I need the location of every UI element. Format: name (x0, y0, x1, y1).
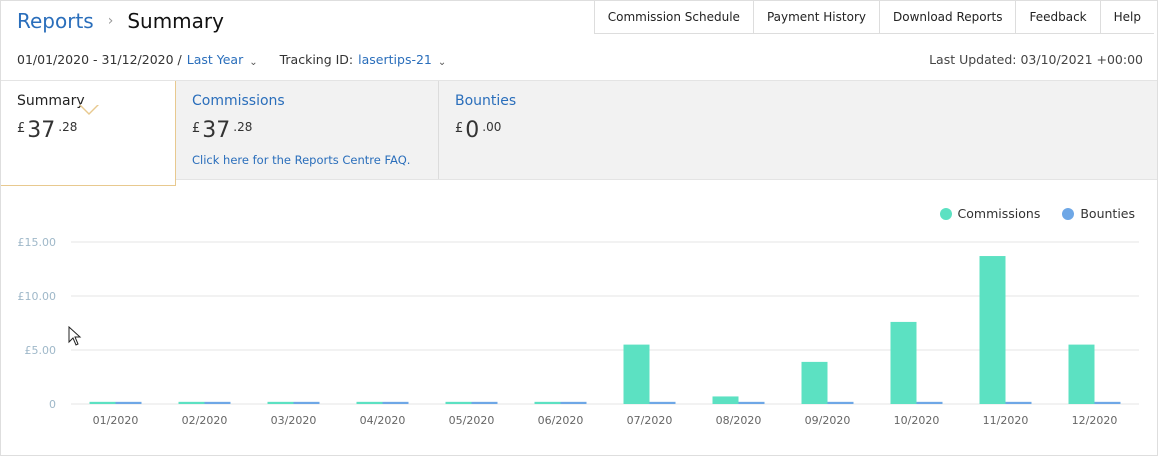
commission-schedule-button[interactable]: Commission Schedule (595, 1, 754, 33)
tracking-id-label: Tracking ID: (279, 52, 354, 67)
x-tick-label: 12/2020 (1072, 414, 1118, 427)
bar-bounties-7 (649, 401, 676, 404)
mouse-cursor-icon (68, 326, 82, 346)
summary-tabs: Summary £ 37 .28 Commissions £ 37 .28 Cl… (1, 80, 1157, 186)
earnings-bar-chart: 0 £5.00 £10.00 £15.00 01/2020 02/2020 03/2020 0… (18, 236, 1139, 427)
bar-bounties-8 (738, 401, 765, 404)
bar-bounties-12 (1094, 401, 1121, 404)
amount-whole: 37 (202, 118, 231, 143)
bar-commissions-4 (356, 401, 383, 404)
tab-summary-title: Summary (17, 93, 85, 109)
bar-bounties-9 (827, 401, 854, 404)
currency-symbol: £ (192, 121, 201, 136)
bar-commissions-6 (534, 401, 561, 404)
bar-commissions-8 (712, 396, 739, 404)
bar-commissions-12 (1068, 344, 1095, 404)
x-tick-label: 03/2020 (271, 414, 317, 427)
tracking-id-dropdown[interactable]: lasertips-21 ⌄ (358, 52, 447, 68)
payment-history-button[interactable]: Payment History (754, 1, 880, 33)
x-tick-label: 07/2020 (627, 414, 673, 427)
amount-fraction: .28 (58, 120, 78, 134)
bar-commissions-11 (979, 256, 1006, 404)
amount-whole: 37 (27, 118, 56, 143)
currency-symbol: £ (17, 121, 26, 136)
legend-dot-commissions (939, 207, 952, 220)
breadcrumb: Reports › Summary (17, 9, 224, 33)
amount-fraction: .00 (482, 120, 502, 134)
bar-bounties-6 (560, 401, 587, 404)
tracking-id-value: lasertips-21 (358, 52, 432, 67)
bar-commissions-10 (890, 321, 917, 404)
help-button[interactable]: Help (1113, 10, 1141, 24)
breadcrumb-reports-link[interactable]: Reports (17, 9, 94, 33)
bar-bounties-11 (1005, 401, 1032, 404)
bar-bounties-5 (471, 401, 498, 404)
tab-commissions-title: Commissions (192, 93, 285, 109)
bar-bounties-1 (115, 401, 142, 404)
tab-summary[interactable]: Summary £ 37 .28 (1, 81, 176, 186)
x-tick-label: 09/2020 (805, 414, 851, 427)
x-tick-label: 11/2020 (983, 414, 1029, 427)
tab-bounties[interactable]: Bounties £ 0 .00 (439, 81, 739, 179)
chart-legend: Commissions Bounties (918, 206, 1135, 221)
bar-commissions-7 (623, 344, 650, 404)
chevron-down-icon: ⌄ (249, 57, 258, 68)
top-navigation: Commission Schedule Payment History Down… (593, 1, 1154, 34)
legend-label-bounties: Bounties (1080, 206, 1135, 221)
last-updated-text: Last Updated: 03/10/2021 +00:00 (929, 52, 1143, 67)
y-tick-label: £5.00 (25, 344, 57, 357)
commissions-amount: £ 37 .28 (192, 119, 252, 143)
bar-commissions-5 (445, 401, 472, 404)
feedback-button[interactable]: Feedback (1016, 1, 1101, 33)
currency-symbol: £ (455, 121, 464, 136)
x-tick-label: 04/2020 (360, 414, 406, 427)
bar-bounties-10 (916, 401, 943, 404)
download-reports-button[interactable]: Download Reports (880, 1, 1017, 33)
tracking-id-filter: Tracking ID: lasertips-21 ⌄ (279, 52, 447, 68)
bar-bounties-4 (382, 401, 409, 404)
x-tick-label: 01/2020 (93, 414, 139, 427)
bar-commissions-1 (89, 401, 116, 404)
tab-commissions[interactable]: Commissions £ 37 .28 Click here for the … (176, 81, 439, 179)
active-tab-pointer (79, 104, 99, 115)
reports-faq-link[interactable]: Click here for the Reports Centre FAQ. (192, 153, 411, 167)
amount-whole: 0 (465, 118, 480, 143)
legend-label-commissions: Commissions (957, 206, 1041, 221)
y-tick-label: £15.00 (18, 236, 57, 249)
x-tick-label: 06/2020 (538, 414, 584, 427)
bar-commissions-2 (178, 401, 205, 404)
bar-commissions-9 (801, 361, 828, 404)
bar-commissions-3 (267, 401, 294, 404)
summary-amount: £ 37 .28 (17, 119, 77, 143)
x-tick-label: 02/2020 (182, 414, 228, 427)
x-tick-label: 10/2020 (894, 414, 940, 427)
tab-bounties-title: Bounties (455, 93, 517, 109)
y-tick-label: £10.00 (18, 290, 57, 303)
bar-bounties-3 (293, 401, 320, 404)
legend-dot-bounties (1062, 207, 1075, 220)
amount-fraction: .28 (233, 120, 253, 134)
bar-bounties-2 (204, 401, 231, 404)
date-range-text: 01/01/2020 - 31/12/2020 / (17, 52, 182, 67)
page-title: Summary (127, 9, 224, 33)
bounties-amount: £ 0 .00 (455, 119, 501, 143)
period-label: Last Year (186, 52, 244, 67)
chevron-down-icon: ⌄ (437, 57, 447, 68)
breadcrumb-separator-icon: › (107, 13, 114, 29)
period-dropdown[interactable]: Last Year ⌄ (186, 52, 258, 68)
filters-bar: 01/01/2020 - 31/12/2020 / Last Year ⌄ Tra… (17, 52, 447, 68)
legend-item-commissions[interactable]: Commissions (939, 206, 1041, 221)
y-tick-label: 0 (49, 398, 56, 411)
x-tick-label: 05/2020 (449, 414, 495, 427)
x-tick-label: 08/2020 (716, 414, 762, 427)
legend-item-bounties[interactable]: Bounties (1062, 206, 1135, 221)
